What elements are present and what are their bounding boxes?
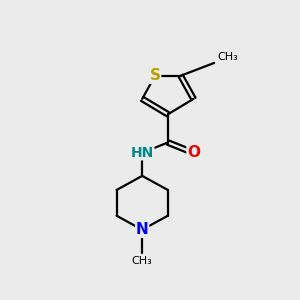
Text: CH₃: CH₃ — [132, 256, 153, 266]
Text: O: O — [187, 145, 200, 160]
Text: N: N — [136, 222, 148, 237]
Text: S: S — [149, 68, 161, 83]
Text: HN: HN — [130, 146, 154, 160]
Text: CH₃: CH₃ — [217, 52, 238, 62]
